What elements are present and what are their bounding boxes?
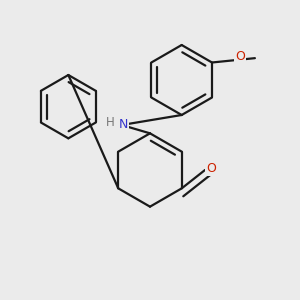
- Text: O: O: [206, 162, 216, 175]
- Text: N: N: [118, 118, 128, 131]
- Text: H: H: [106, 116, 114, 129]
- Text: O: O: [235, 50, 245, 63]
